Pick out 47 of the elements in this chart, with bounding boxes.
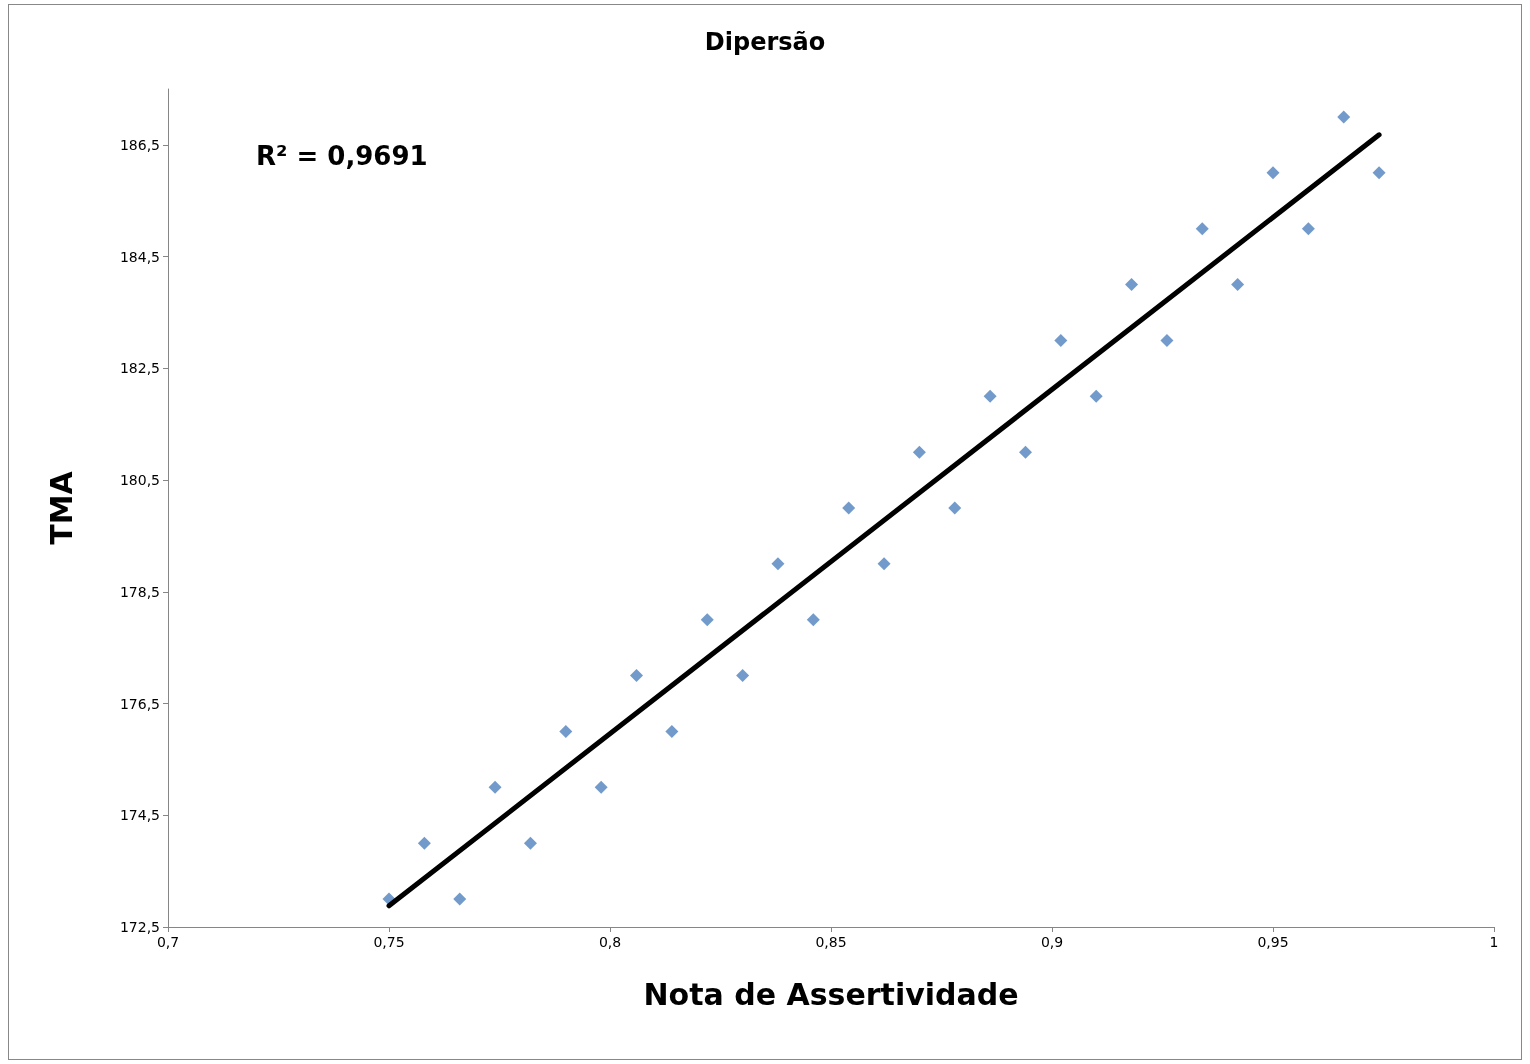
point <box>559 724 573 738</box>
point <box>1125 278 1139 292</box>
y-tick-label: 172,5 <box>119 919 160 935</box>
point <box>842 501 856 515</box>
point <box>1266 166 1280 180</box>
y-axis-title: TMA <box>43 470 79 545</box>
point <box>630 669 644 683</box>
point <box>523 836 537 850</box>
x-tick-label: 1 <box>1489 934 1499 950</box>
y-tick-label: 176,5 <box>119 695 160 712</box>
point <box>983 389 997 403</box>
point <box>771 557 785 571</box>
x-tick-label: 0,85 <box>815 934 847 950</box>
y-tick-label: 182,5 <box>119 360 160 377</box>
point <box>417 836 431 850</box>
point <box>1195 222 1209 236</box>
y-tick-label: 186,5 <box>119 136 160 153</box>
point <box>594 780 608 794</box>
y-tick-label: 180,5 <box>119 472 160 489</box>
point <box>806 613 820 627</box>
point <box>1054 333 1068 347</box>
point <box>912 445 926 459</box>
x-axis-title: Nota de Assertividade <box>643 976 1019 1012</box>
point <box>453 892 467 906</box>
x-tick-label: 0,75 <box>373 934 405 950</box>
annotation: R² = 0,9691 <box>256 141 428 171</box>
point <box>736 669 750 683</box>
point <box>1337 110 1351 124</box>
x-tick-label: 0,9 <box>1040 934 1064 950</box>
point <box>1160 333 1174 347</box>
y-tick-label: 178,5 <box>119 583 160 600</box>
point <box>488 780 502 794</box>
point <box>1301 222 1315 236</box>
point <box>1231 278 1245 292</box>
point <box>948 501 962 515</box>
point <box>700 613 714 627</box>
y-tick-label: 174,5 <box>119 807 160 824</box>
point <box>665 724 679 738</box>
point <box>1372 166 1386 180</box>
point <box>1018 445 1032 459</box>
point <box>1089 389 1103 403</box>
x-tick-label: 0,95 <box>1257 934 1289 950</box>
x-tick-label: 0,8 <box>598 934 622 950</box>
y-tick-label: 184,5 <box>119 248 160 265</box>
point <box>877 557 891 571</box>
x-tick-label: 0,7 <box>156 934 180 950</box>
chart-title: Dipersão <box>704 28 826 56</box>
